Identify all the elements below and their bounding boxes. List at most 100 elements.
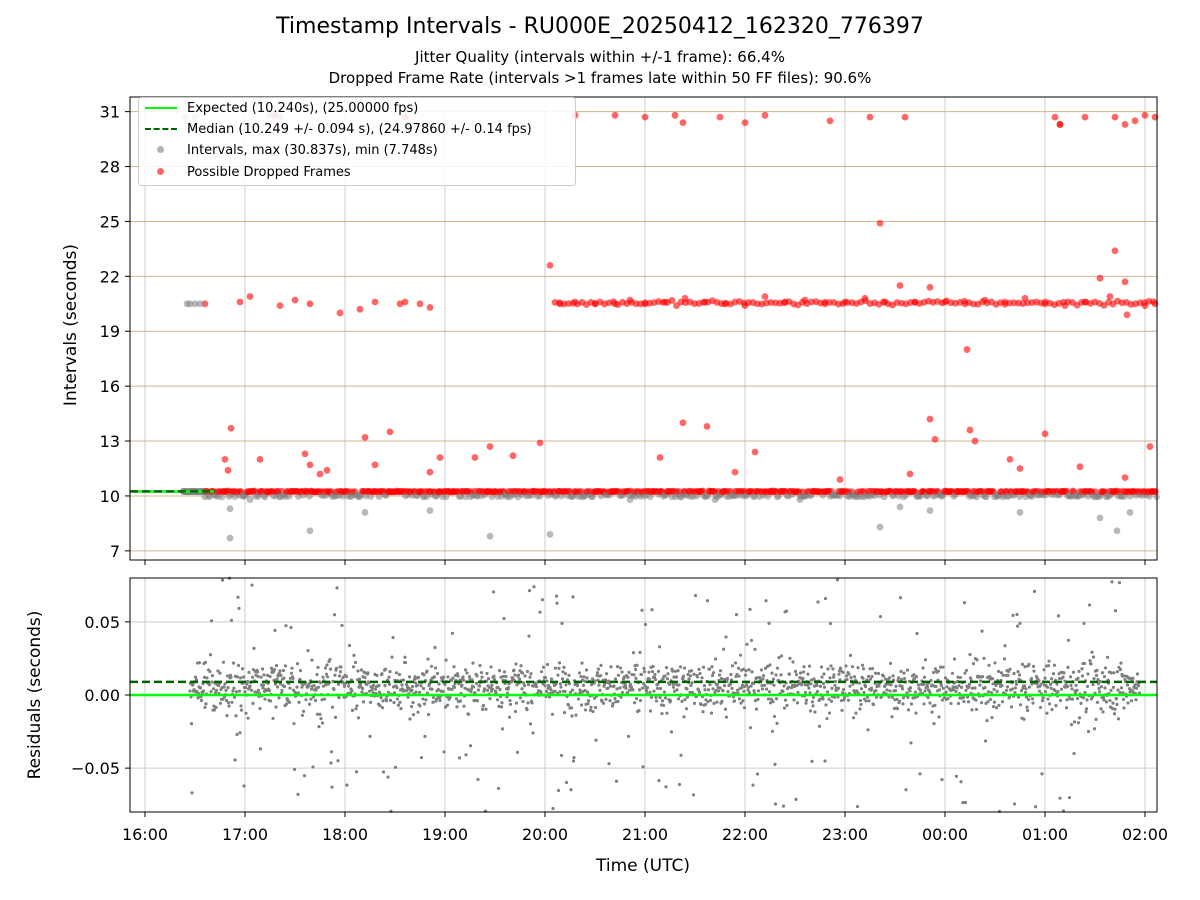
- y-tick-label: 0.00: [84, 686, 120, 705]
- residual-point: [980, 629, 984, 633]
- residual-point: [1101, 696, 1106, 700]
- dropped-frame-point: [836, 476, 844, 483]
- residual-point: [218, 701, 223, 705]
- residual-point: [340, 623, 344, 628]
- residual-point: [803, 682, 807, 687]
- dropped-frame-point: [361, 433, 369, 441]
- residual-point: [1102, 675, 1107, 679]
- residual-point: [1059, 687, 1064, 691]
- residual-point: [1090, 650, 1094, 654]
- residual-point: [448, 695, 452, 700]
- residual-point: [741, 667, 746, 671]
- residual-point: [750, 670, 754, 674]
- residual-point: [926, 695, 930, 700]
- residual-point: [987, 663, 991, 667]
- interval-point: [926, 507, 934, 514]
- residual-point: [539, 670, 544, 674]
- residual-point: [730, 664, 735, 668]
- residual-point: [397, 672, 402, 677]
- residual-point: [806, 672, 810, 676]
- residual-point: [482, 689, 486, 693]
- dropped-frame-point: [641, 300, 649, 308]
- residual-point: [1115, 702, 1119, 707]
- residual-point: [688, 674, 693, 678]
- residual-point: [760, 687, 765, 691]
- residual-point: [233, 758, 237, 762]
- residual-point: [668, 698, 673, 703]
- residual-point: [328, 667, 333, 671]
- y-tick-label: 10: [100, 487, 120, 506]
- residual-point: [983, 685, 987, 690]
- residual-point: [772, 683, 776, 687]
- residual-point: [229, 618, 234, 622]
- residual-point: [936, 669, 941, 673]
- residual-point: [1082, 621, 1086, 626]
- residual-point: [715, 682, 720, 686]
- residual-point: [399, 707, 403, 711]
- residual-point: [995, 689, 999, 694]
- dropped-frame-point: [906, 470, 914, 478]
- residual-point: [496, 786, 501, 791]
- residual-point: [1133, 683, 1137, 687]
- residual-point: [392, 691, 397, 695]
- residual-point: [675, 688, 679, 692]
- residual-point: [667, 682, 672, 686]
- residual-point: [877, 684, 881, 688]
- residual-point: [909, 702, 914, 706]
- residual-point: [381, 770, 386, 774]
- residual-point: [451, 676, 455, 680]
- residual-point: [492, 678, 497, 682]
- residual-point: [978, 683, 982, 687]
- residual-point: [526, 701, 530, 705]
- residual-point: [269, 666, 274, 670]
- residual-point: [249, 688, 254, 692]
- residual-point: [500, 701, 504, 705]
- dropped-frame-point: [436, 454, 444, 461]
- residual-point: [840, 708, 844, 713]
- residual-point: [198, 686, 203, 690]
- residual-point: [1112, 671, 1116, 675]
- dropped-frame-point: [1121, 121, 1129, 128]
- residual-point: [796, 690, 800, 695]
- residual-point: [737, 697, 742, 701]
- residual-point: [1070, 687, 1074, 691]
- residual-point: [214, 688, 219, 692]
- residual-point: [1080, 674, 1085, 678]
- residual-point: [768, 701, 773, 705]
- residual-point: [395, 686, 399, 690]
- residual-point: [937, 715, 941, 719]
- residual-point: [1103, 666, 1108, 670]
- residual-point: [422, 702, 427, 706]
- residuals-panel: −0.05 0.00 0.05 16:00 17:00 18:00 19:00 20:00 21…: [71, 576, 1168, 844]
- residual-point: [570, 714, 574, 718]
- residual-point: [307, 702, 312, 706]
- residual-point: [328, 657, 332, 662]
- residual-point: [634, 697, 639, 701]
- residual-point: [624, 686, 628, 690]
- residual-point: [1116, 717, 1121, 721]
- residual-point: [604, 697, 608, 701]
- residual-point: [1031, 664, 1036, 668]
- residual-point: [231, 661, 236, 665]
- residual-point: [855, 689, 859, 693]
- residual-point: [221, 660, 226, 664]
- residual-point: [490, 687, 495, 691]
- residual-point: [335, 586, 339, 590]
- residual-point: [633, 667, 638, 672]
- residual-point: [298, 677, 302, 681]
- residual-point: [811, 695, 816, 700]
- dropped-frame-point: [306, 300, 314, 308]
- residual-point: [450, 687, 454, 692]
- residual-point: [554, 594, 559, 598]
- residual-point: [1117, 581, 1122, 585]
- residual-point: [367, 689, 372, 693]
- residual-point: [265, 673, 270, 677]
- residual-point: [762, 683, 767, 687]
- residual-point: [964, 668, 969, 673]
- residual-point: [502, 616, 506, 621]
- dropped-frame-point: [1076, 463, 1084, 471]
- residual-point: [756, 689, 761, 693]
- residual-point: [563, 689, 567, 694]
- residual-point: [716, 689, 721, 693]
- residual-point: [638, 650, 642, 654]
